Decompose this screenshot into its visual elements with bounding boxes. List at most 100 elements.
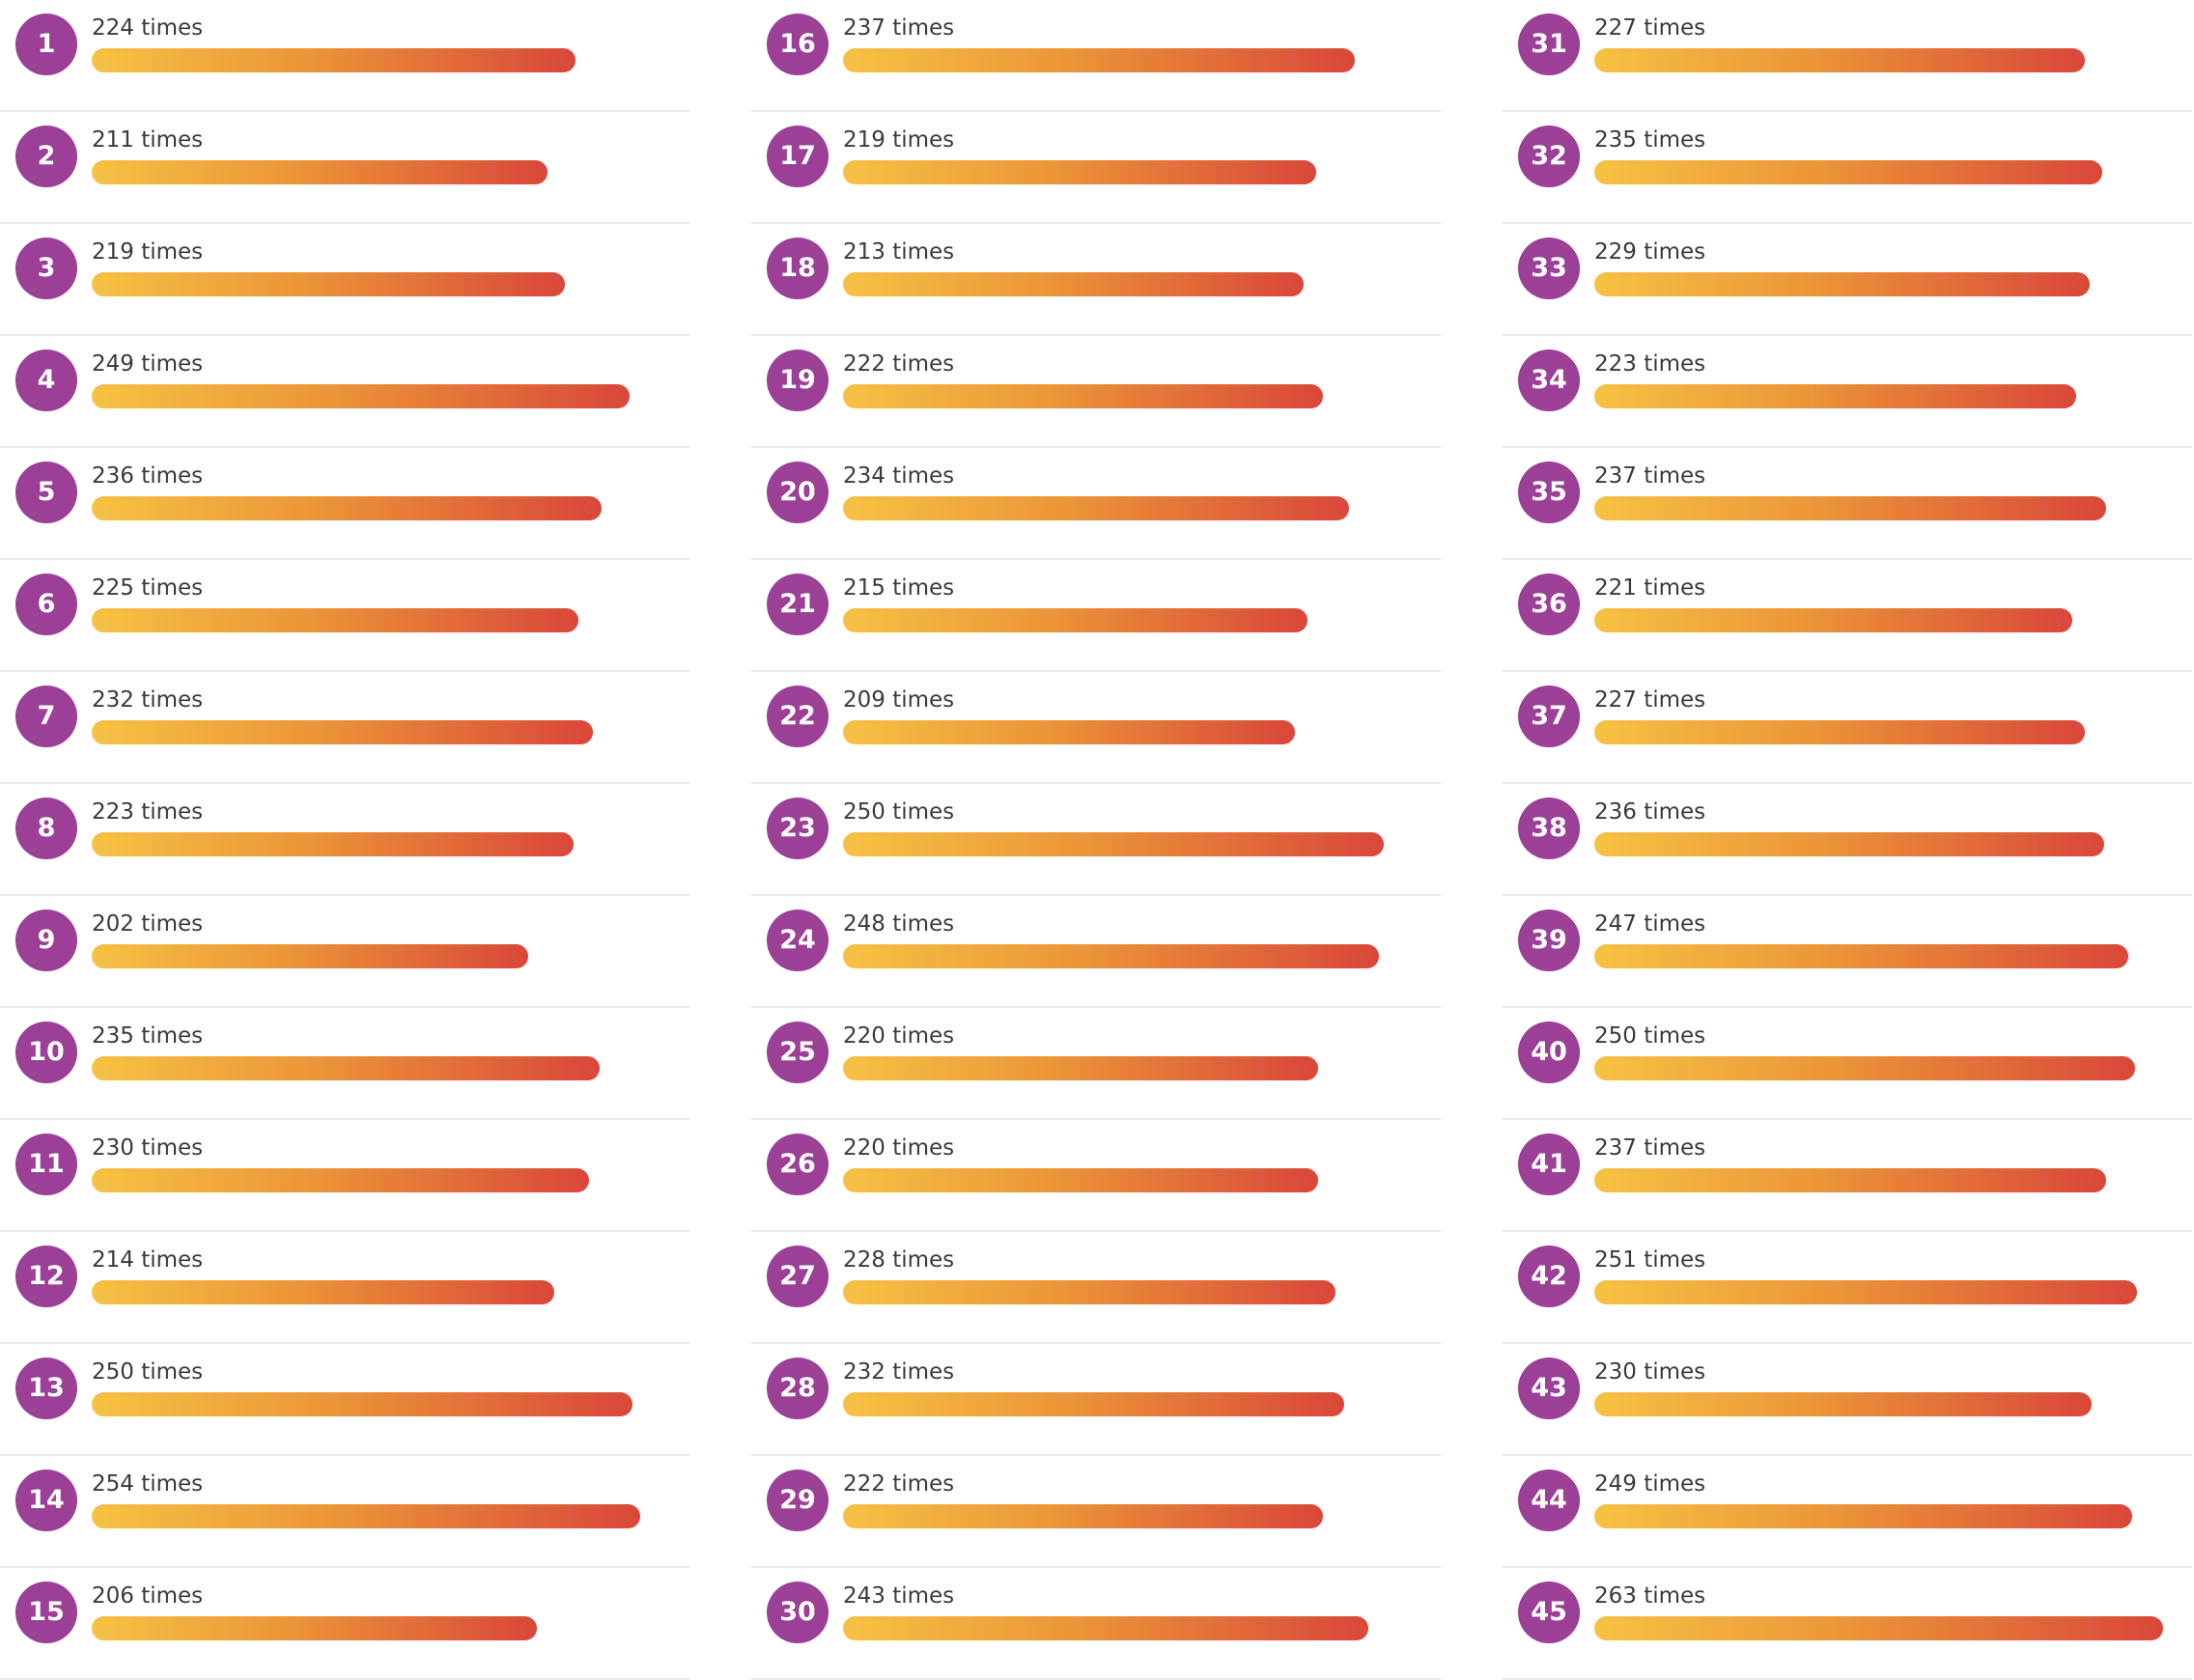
- frequency-row: 2 211 times: [0, 112, 689, 224]
- frequency-label: 223 times: [92, 799, 204, 825]
- frequency-row: 35 237 times: [1503, 448, 2192, 560]
- frequency-label: 250 times: [92, 1359, 204, 1385]
- frequency-label: 263 times: [1594, 1583, 1706, 1609]
- ball-number-badge: 41: [1518, 1134, 1580, 1195]
- ball-number-badge: 28: [767, 1358, 829, 1419]
- frequency-bar: [1594, 608, 2072, 632]
- frequency-label: 249 times: [92, 351, 204, 377]
- frequency-label: 236 times: [1594, 799, 1706, 825]
- frequency-label: 235 times: [92, 1023, 204, 1049]
- frequency-label: 219 times: [92, 239, 204, 265]
- frequency-row: 34 223 times: [1503, 336, 2192, 448]
- frequency-row: 30 243 times: [751, 1568, 1441, 1680]
- ball-number-badge: 1: [15, 14, 77, 75]
- ball-number-badge: 14: [15, 1470, 77, 1531]
- frequency-label: 202 times: [92, 911, 204, 937]
- frequency-row: 14 254 times: [0, 1456, 689, 1568]
- ball-number-badge: 17: [767, 126, 829, 187]
- ball-number-badge: 34: [1518, 350, 1580, 411]
- frequency-bar: [92, 384, 630, 408]
- frequency-bar: [92, 1392, 633, 1416]
- ball-number-badge: 37: [1518, 686, 1580, 747]
- frequency-row: 10 235 times: [0, 1008, 689, 1120]
- frequency-bar: [1594, 496, 2106, 520]
- frequency-row: 15 206 times: [0, 1568, 689, 1680]
- frequency-label: 224 times: [92, 15, 204, 41]
- frequency-row: 12 214 times: [0, 1232, 689, 1344]
- frequency-label: 209 times: [843, 687, 955, 713]
- frequency-bar: [92, 1280, 554, 1304]
- ball-number-badge: 3: [15, 238, 77, 299]
- frequency-bar: [1594, 384, 2076, 408]
- frequency-label: 228 times: [843, 1247, 955, 1273]
- frequency-label: 225 times: [92, 575, 204, 601]
- frequency-bar: [92, 608, 578, 632]
- frequency-label: 234 times: [843, 463, 955, 489]
- frequency-row: 41 237 times: [1503, 1120, 2192, 1232]
- frequency-label: 230 times: [1594, 1359, 1706, 1385]
- frequency-bar: [92, 48, 576, 72]
- frequency-bar: [92, 1056, 600, 1080]
- ball-number-badge: 32: [1518, 126, 1580, 187]
- ball-number-badge: 33: [1518, 238, 1580, 299]
- frequency-row: 5 236 times: [0, 448, 689, 560]
- ball-number-badge: 16: [767, 14, 829, 75]
- frequency-row: 27 228 times: [751, 1232, 1441, 1344]
- frequency-row: 31 227 times: [1503, 0, 2192, 112]
- ball-number-badge: 9: [15, 910, 77, 971]
- frequency-row: 36 221 times: [1503, 560, 2192, 672]
- frequency-row: 29 222 times: [751, 1456, 1441, 1568]
- frequency-row: 26 220 times: [751, 1120, 1441, 1232]
- frequency-row: 40 250 times: [1503, 1008, 2192, 1120]
- ball-number-badge: 18: [767, 238, 829, 299]
- frequency-bar: [92, 496, 602, 520]
- frequency-label: 214 times: [92, 1247, 204, 1273]
- frequency-bar: [92, 1616, 537, 1640]
- frequency-row: 25 220 times: [751, 1008, 1441, 1120]
- frequency-bar: [843, 496, 1349, 520]
- frequency-row: 24 248 times: [751, 896, 1441, 1008]
- frequency-row: 43 230 times: [1503, 1344, 2192, 1456]
- ball-number-badge: 22: [767, 686, 829, 747]
- frequency-row: 3 219 times: [0, 224, 689, 336]
- ball-number-badge: 35: [1518, 462, 1580, 523]
- frequency-bar: [1594, 272, 2090, 296]
- ball-number-badge: 21: [767, 574, 829, 635]
- frequency-row: 28 232 times: [751, 1344, 1441, 1456]
- frequency-bar: [1594, 1504, 2132, 1528]
- frequency-label: 222 times: [843, 351, 955, 377]
- frequency-bar: [1594, 1616, 2163, 1640]
- frequency-bar: [1594, 1280, 2137, 1304]
- frequency-bar: [843, 1392, 1344, 1416]
- frequency-label: 250 times: [1594, 1023, 1706, 1049]
- frequency-bar: [92, 160, 548, 184]
- frequency-bar: [92, 944, 528, 968]
- frequency-bar: [843, 1616, 1368, 1640]
- ball-number-badge: 2: [15, 126, 77, 187]
- frequency-bar: [843, 272, 1304, 296]
- frequency-label: 223 times: [1594, 351, 1706, 377]
- frequency-bar: [1594, 944, 2128, 968]
- frequency-row: 22 209 times: [751, 672, 1441, 784]
- ball-number-badge: 12: [15, 1246, 77, 1307]
- frequency-bar: [1594, 1392, 2092, 1416]
- frequency-row: 7 232 times: [0, 672, 689, 784]
- frequency-row: 44 249 times: [1503, 1456, 2192, 1568]
- frequency-bar: [1594, 1168, 2106, 1192]
- frequency-label: 220 times: [843, 1135, 955, 1161]
- frequency-bar: [92, 832, 574, 856]
- frequency-row: 42 251 times: [1503, 1232, 2192, 1344]
- frequency-row: 37 227 times: [1503, 672, 2192, 784]
- frequency-row: 38 236 times: [1503, 784, 2192, 896]
- ball-number-badge: 20: [767, 462, 829, 523]
- frequency-label: 250 times: [843, 799, 955, 825]
- frequency-row: 23 250 times: [751, 784, 1441, 896]
- ball-number-badge: 19: [767, 350, 829, 411]
- frequency-label: 249 times: [1594, 1471, 1706, 1497]
- frequency-row: 45 263 times: [1503, 1568, 2192, 1680]
- frequency-bar: [843, 160, 1316, 184]
- frequency-row: 21 215 times: [751, 560, 1441, 672]
- frequency-label: 229 times: [1594, 239, 1706, 265]
- frequency-bar: [843, 1168, 1318, 1192]
- ball-number-badge: 42: [1518, 1246, 1580, 1307]
